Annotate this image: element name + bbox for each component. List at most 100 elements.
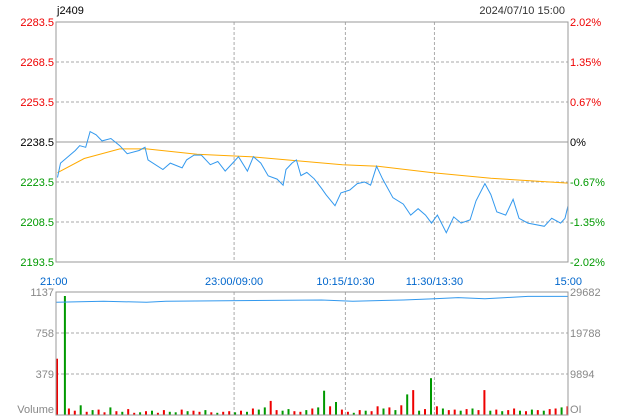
volume-bar (430, 378, 432, 415)
volume-bar (394, 410, 397, 415)
volume-bar (79, 405, 82, 415)
volume-bar (174, 412, 177, 415)
oi-tick-label: 19788 (570, 328, 601, 340)
price-tick-label: 2193.5 (20, 257, 54, 269)
percent-tick-label: -0.67% (570, 177, 605, 189)
volume-bar (216, 412, 219, 415)
time-tick-label: 10:15/10:30 (316, 276, 374, 288)
volume-bar (145, 411, 147, 415)
volume-bar (536, 410, 539, 415)
volume-bar (305, 410, 308, 415)
percent-tick-label: 1.35% (570, 57, 601, 69)
volume-bar (453, 409, 456, 415)
volume-tick-label: 1137 (30, 287, 54, 299)
volume-bar (287, 409, 290, 415)
volume-bar (530, 409, 533, 415)
time-tick-label: 15:00 (554, 276, 582, 288)
volume-bar (121, 411, 124, 415)
volume-bar (542, 410, 545, 415)
volume-bar (554, 408, 557, 415)
price-tick-label: 2223.5 (20, 177, 54, 189)
volume-bar (560, 407, 563, 415)
volume-bar (388, 407, 391, 415)
volume-bar (240, 410, 242, 415)
oi-axis-label: OI (570, 404, 582, 416)
gridlines (56, 22, 568, 415)
volume-bar (251, 408, 254, 415)
volume-bar (281, 410, 284, 415)
volume-bar (435, 406, 438, 415)
datetime-label: 2024/07/10 15:00 (479, 5, 565, 17)
price-tick-label: 2283.5 (20, 17, 54, 29)
volume-tick-label: 379 (36, 369, 54, 381)
volume-bar (299, 411, 302, 415)
oi-tick-label: 9894 (570, 369, 594, 381)
volume-bar (156, 412, 159, 415)
price-panel-frame (55, 21, 569, 263)
volume-bar (507, 410, 510, 415)
volume-bar (222, 411, 225, 415)
volume-bar (204, 410, 207, 415)
volume-bar (103, 412, 106, 415)
volume-bar (311, 408, 314, 415)
volume-bar (376, 406, 379, 415)
volume-bar (85, 411, 88, 415)
percent-tick-label: 0.67% (570, 97, 601, 109)
volume-bar (234, 412, 237, 415)
volume-bar (151, 410, 153, 415)
volume-bar (63, 296, 66, 415)
volume-bar (382, 408, 385, 415)
volume-bar (329, 406, 332, 415)
volume-bar (275, 410, 278, 415)
volume-bar (548, 409, 551, 415)
percent-tick-label: 2.02% (570, 17, 601, 29)
volume-bar (293, 411, 296, 415)
volume-bar (246, 411, 248, 415)
volume-bar (210, 412, 213, 415)
open-interest-line (55, 295, 568, 303)
volume-bar (370, 411, 373, 415)
volume-bar (198, 411, 201, 415)
volume-panel-frame (55, 291, 569, 416)
volume-bar (358, 410, 361, 415)
volume-bar (67, 408, 70, 415)
volume-bar (323, 390, 326, 415)
price-tick-label: 2268.5 (20, 57, 54, 69)
volume-bars (56, 296, 569, 415)
volume-bar (400, 405, 403, 415)
volume-bar (168, 411, 171, 415)
volume-bar (406, 394, 409, 415)
volume-bar (340, 409, 343, 415)
volume-tick-label: 758 (36, 328, 54, 340)
volume-bar (73, 410, 76, 415)
volume-bar (263, 407, 266, 415)
volume-bar (525, 411, 527, 415)
time-tick-label: 23:00/09:00 (205, 276, 263, 288)
volume-bar (412, 390, 415, 415)
volume-bar (495, 409, 498, 415)
volume-bar (91, 410, 94, 415)
volume-bar (364, 410, 367, 415)
symbol-label: j2409 (56, 5, 84, 17)
volume-bar (477, 410, 480, 415)
volume-bar (180, 409, 183, 415)
volume-bar (471, 408, 474, 415)
volume-bar (447, 410, 450, 415)
volume-bar (162, 410, 165, 415)
volume-bar (352, 412, 355, 415)
volume-bar (97, 409, 100, 415)
volume-bar (317, 407, 320, 415)
volume-bar (501, 411, 504, 415)
volume-bar (186, 411, 189, 415)
volume-bar (56, 358, 58, 415)
time-tick-label: 21:00 (40, 276, 68, 288)
volume-bar (139, 412, 142, 415)
volume-bar (257, 409, 260, 415)
time-tick-label: 11:30/13:30 (406, 276, 463, 288)
volume-bar (228, 411, 231, 415)
volume-bar (483, 390, 486, 415)
volume-bar (519, 410, 521, 415)
volume-bar (513, 408, 516, 415)
